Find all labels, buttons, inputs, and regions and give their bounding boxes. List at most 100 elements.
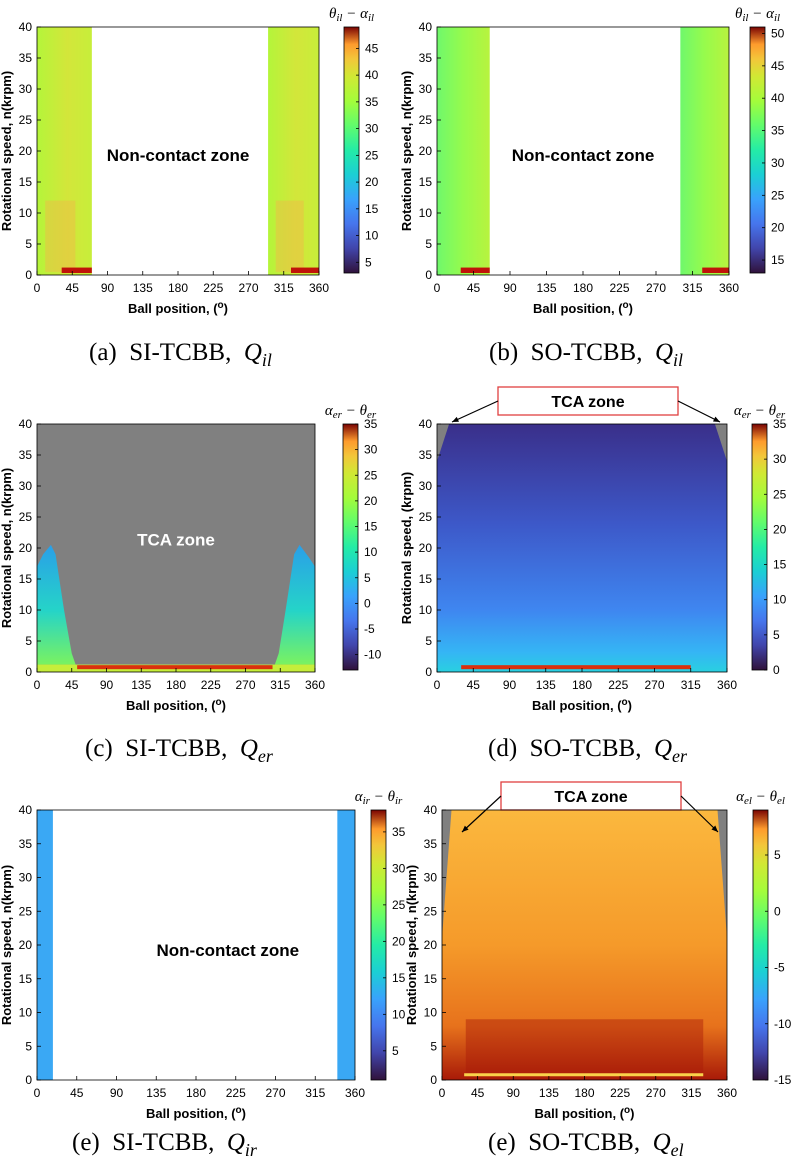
panel-c: TCA zone 0 45 90 135 180 225 270 315 360 0 5 10 15 20 2… — [0, 403, 382, 713]
y-tick-label: 15 — [419, 175, 433, 189]
contact-region — [437, 424, 727, 672]
x-tick-label: 90 — [503, 281, 517, 295]
tca-wedge — [717, 810, 727, 939]
x-tick-label: 270 — [265, 1086, 285, 1100]
callout-arrowhead — [711, 825, 718, 832]
x-tick-label: 180 — [572, 678, 592, 692]
y-tick-label: 25 — [419, 113, 433, 127]
y-tick-label: 30 — [19, 871, 33, 885]
colorbar-tick-label: 35 — [364, 417, 378, 431]
panel-b: Non-contact zone 0 45 90 135 180 225 270 315 360 0… — [399, 6, 785, 316]
y-axis-label: Rotational speed, n(krpm) — [0, 468, 14, 628]
y-tick-label: 5 — [25, 237, 32, 251]
colorbar-tick-label: 45 — [771, 59, 785, 73]
contact-region — [274, 544, 315, 665]
colorbar — [752, 809, 769, 1081]
y-tick-label: 15 — [419, 572, 433, 586]
colorbar-tick-label: 15 — [392, 971, 406, 985]
y-tick-label: 0 — [425, 665, 432, 679]
colorbar-tick-label: 25 — [771, 188, 785, 202]
zone-label: Non-contact zone — [107, 146, 250, 165]
y-tick-label: 10 — [419, 603, 433, 617]
panel-e-so: TCA zone 0 45 90 135 180 225 270 315 360 0 5 10 15 20 2… — [404, 781, 792, 1121]
colorbar-tick-label: 10 — [365, 229, 379, 243]
x-axis-label: Ball position, (o) — [534, 1105, 634, 1121]
colorbar-tick-label: -5 — [364, 622, 375, 636]
x-tick-label: 180 — [166, 678, 186, 692]
x-tick-label: 45 — [467, 678, 481, 692]
y-tick-label: 10 — [424, 1006, 438, 1020]
plot-frame — [441, 809, 728, 1081]
y-tick-label: 5 — [425, 634, 432, 648]
callout-arrow — [677, 400, 721, 423]
x-tick-label: 180 — [168, 281, 188, 295]
tca-callout-label: TCA zone — [554, 789, 627, 806]
x-tick-label: 90 — [100, 678, 114, 692]
colorbar-tick-label: 30 — [773, 452, 787, 466]
y-tick-label: 10 — [19, 1006, 33, 1020]
x-tick-label: 315 — [682, 281, 702, 295]
x-tick-label: 270 — [646, 1086, 666, 1100]
x-tick-label: 45 — [66, 281, 80, 295]
x-tick-label: 270 — [644, 678, 664, 692]
x-tick-label: 45 — [70, 1086, 84, 1100]
y-tick-label: 5 — [25, 634, 32, 648]
plot-frame — [36, 423, 316, 673]
warm-band — [275, 200, 304, 272]
y-tick-label: 30 — [419, 82, 433, 96]
colorbar-tick-label: 5 — [392, 1044, 399, 1058]
y-tick-label: 20 — [424, 938, 438, 952]
x-tick-label: 90 — [507, 1086, 521, 1100]
callout-arrow — [680, 795, 719, 833]
y-tick-label: 25 — [19, 113, 33, 127]
x-tick-label: 0 — [34, 1086, 41, 1100]
colorbar — [749, 26, 766, 274]
tca-corner — [714, 424, 727, 462]
colorbar — [370, 809, 387, 1081]
colorbar-tick-label: 5 — [365, 255, 372, 269]
callout-arrow — [461, 795, 502, 833]
colorbar-tick-label: 10 — [773, 593, 787, 607]
y-tick-label: 10 — [19, 603, 33, 617]
plot-frame — [436, 423, 728, 673]
x-tick-label: 225 — [201, 678, 221, 692]
peak-strip — [460, 267, 490, 273]
colorbar-tick-label: 0 — [774, 904, 781, 918]
callout-arrowhead — [452, 416, 459, 422]
y-tick-label: 35 — [419, 51, 433, 65]
y-tick-label: 40 — [419, 417, 433, 431]
contact-region — [437, 27, 490, 275]
colorbar-tick-label: 5 — [774, 848, 781, 862]
y-tick-label: 40 — [419, 20, 433, 34]
contact-region — [268, 27, 319, 275]
x-tick-label: 225 — [610, 1086, 630, 1100]
y-tick-label: 35 — [424, 837, 438, 851]
y-tick-label: 35 — [19, 448, 33, 462]
y-tick-label: 30 — [419, 479, 433, 493]
x-tick-label: 90 — [101, 281, 115, 295]
x-tick-label: 270 — [235, 678, 255, 692]
y-tick-label: 20 — [19, 144, 33, 158]
y-tick-label: 25 — [19, 510, 33, 524]
callout-arrowhead — [462, 825, 469, 832]
zone-label: TCA zone — [137, 531, 215, 550]
colorbar-title: θil − αil — [735, 6, 780, 24]
tca-callout-label: TCA zone — [551, 394, 624, 411]
y-tick-label: 15 — [424, 972, 438, 986]
panel-caption: (b) SO-TCBB, Qil — [489, 339, 683, 370]
callout-arrowhead — [713, 416, 720, 422]
y-axis-label: Rotational speed, (krpm) — [399, 472, 414, 624]
panel-a: Non-contact zone 0 45 90 135 180 225 270 315 360 0… — [0, 6, 379, 316]
panel-caption: (e) SI-TCBB, Qir — [72, 1129, 258, 1160]
colorbar-tick-label: 20 — [773, 522, 787, 536]
colorbar-title: θil − αil — [329, 6, 374, 24]
x-tick-label: 315 — [274, 281, 294, 295]
low-speed-strip — [464, 1073, 704, 1077]
x-tick-label: 135 — [131, 678, 151, 692]
y-tick-label: 20 — [19, 938, 33, 952]
zone-label: Non-contact zone — [156, 941, 299, 960]
contact-region — [37, 544, 76, 665]
colorbar-tick-label: 25 — [773, 487, 787, 501]
plot-frame — [36, 809, 356, 1081]
x-tick-label: 360 — [719, 281, 739, 295]
